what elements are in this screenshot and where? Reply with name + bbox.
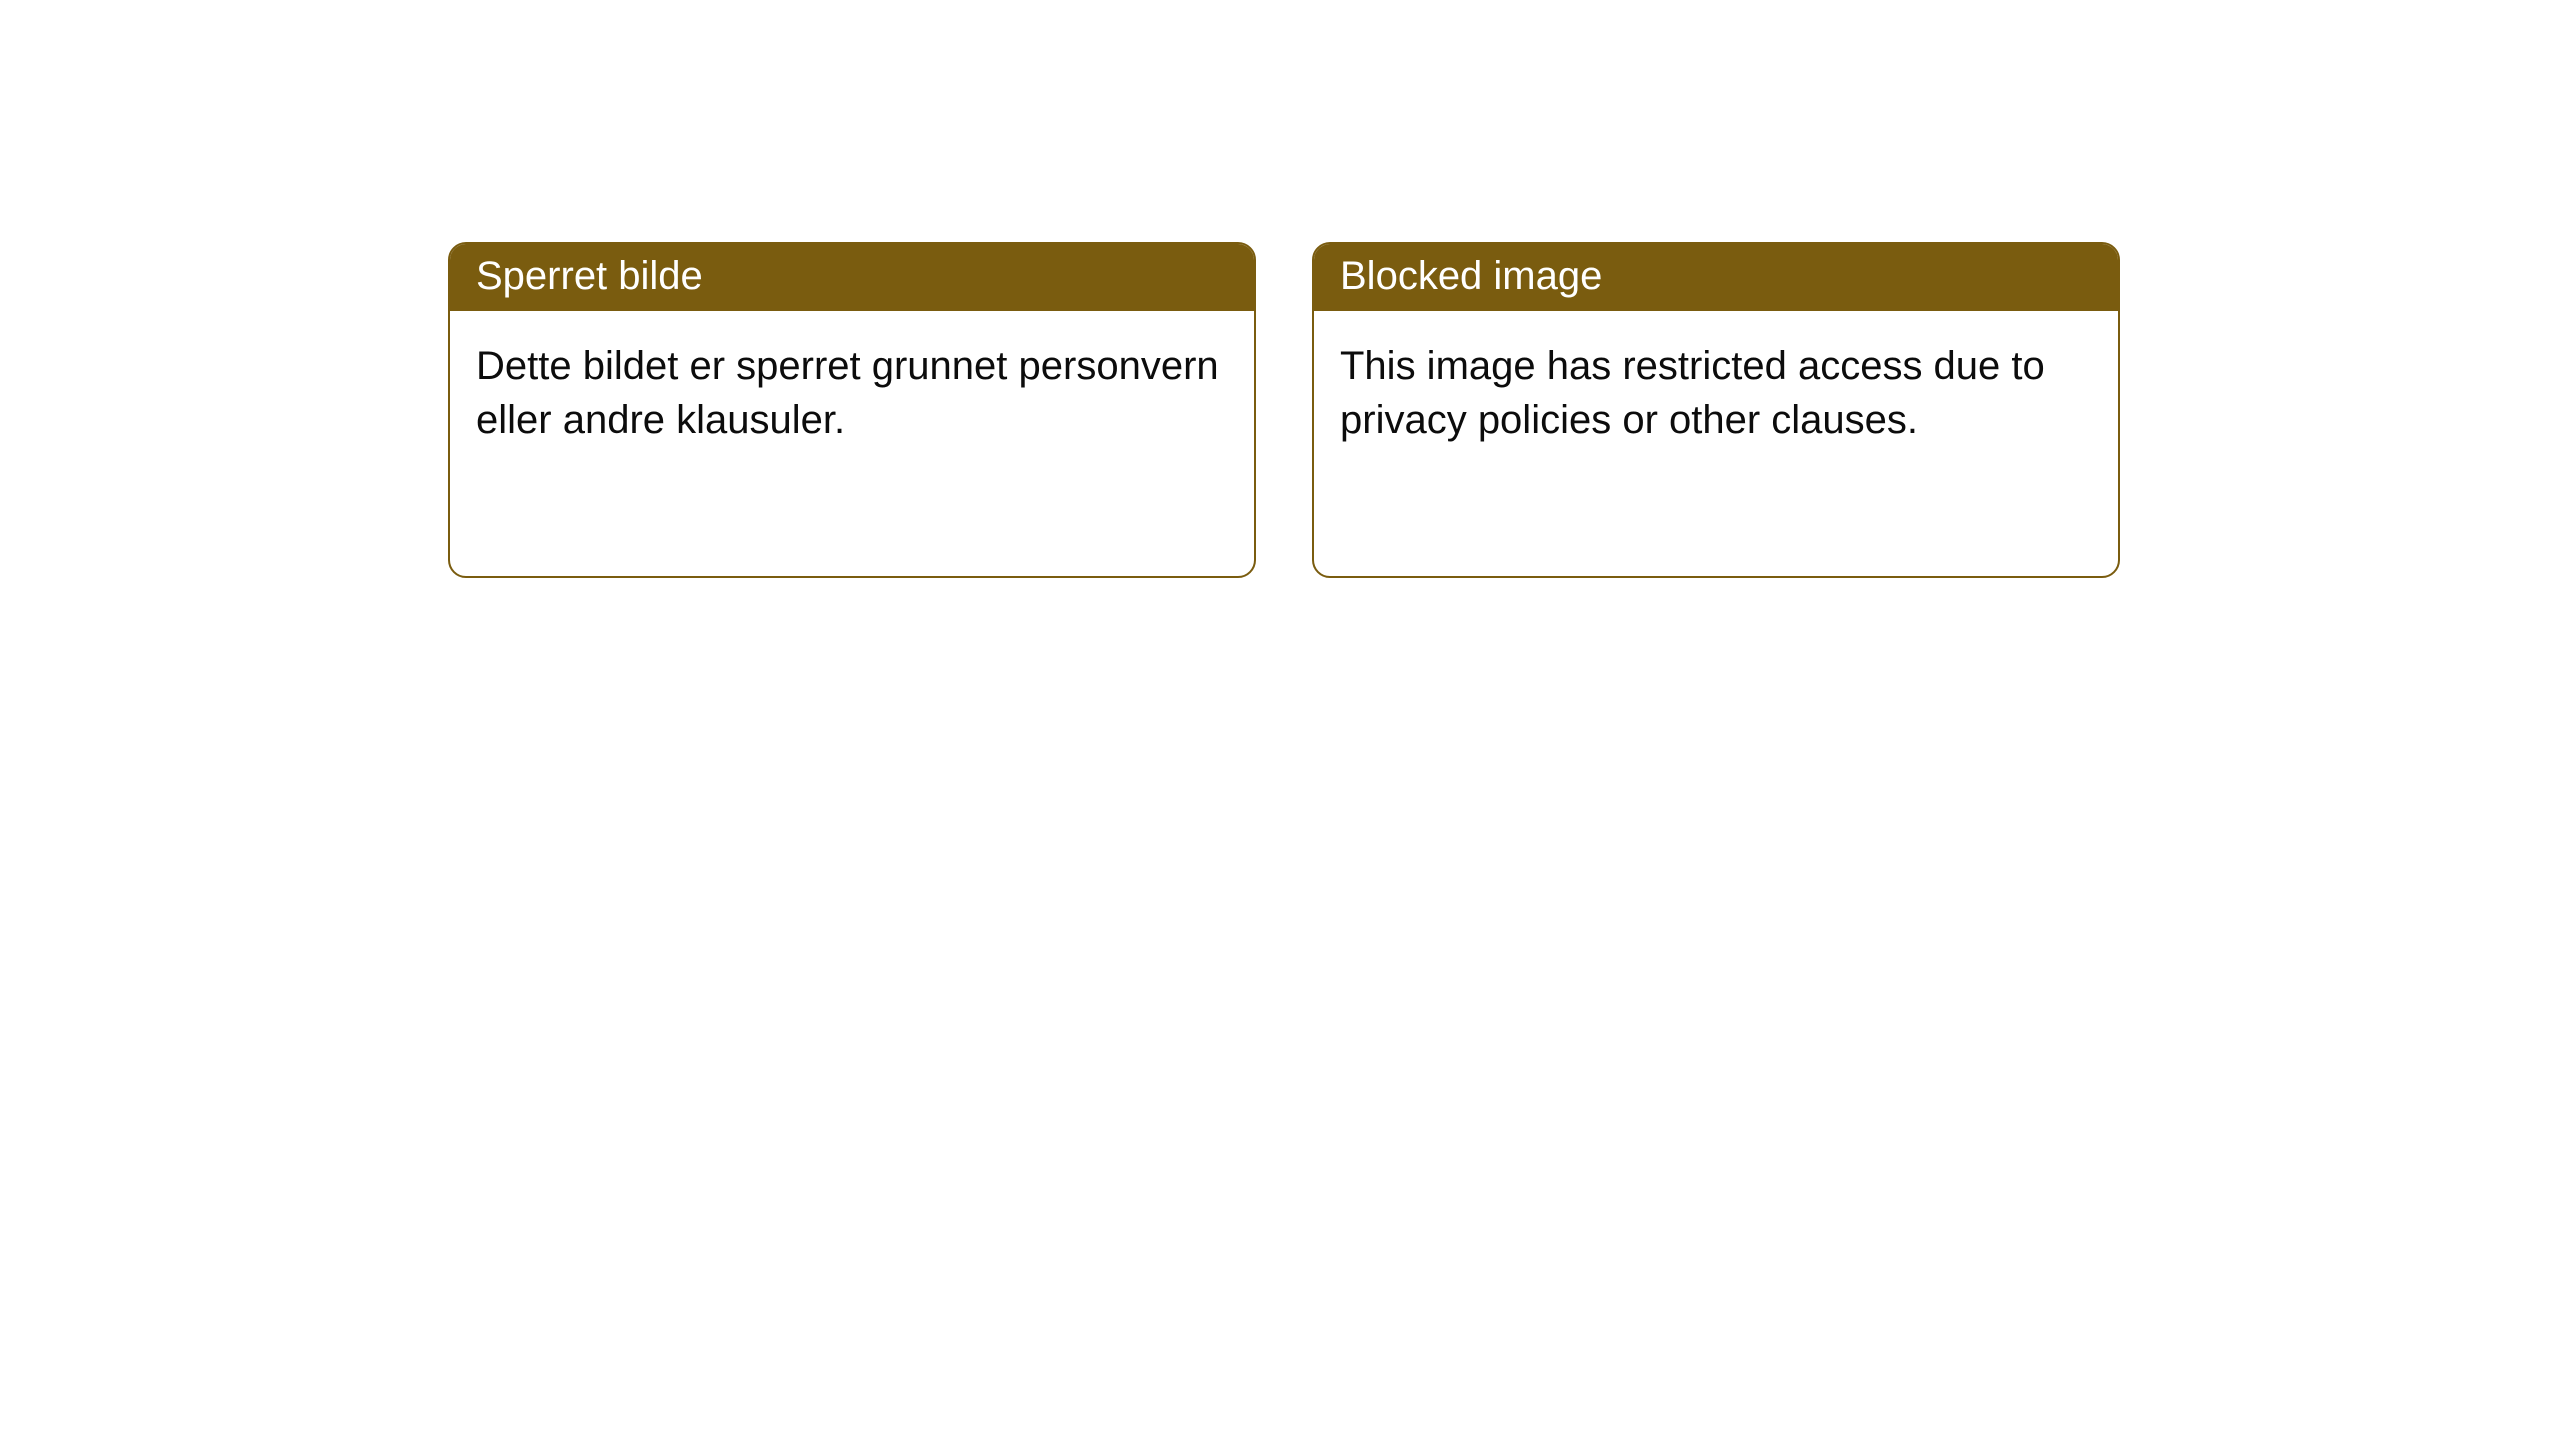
notice-body: This image has restricted access due to …	[1314, 311, 2118, 475]
notice-body: Dette bildet er sperret grunnet personve…	[450, 311, 1254, 475]
notice-container: Sperret bilde Dette bildet er sperret gr…	[0, 0, 2560, 578]
notice-title: Sperret bilde	[450, 244, 1254, 311]
notice-card-english: Blocked image This image has restricted …	[1312, 242, 2120, 578]
notice-card-norwegian: Sperret bilde Dette bildet er sperret gr…	[448, 242, 1256, 578]
notice-title: Blocked image	[1314, 244, 2118, 311]
